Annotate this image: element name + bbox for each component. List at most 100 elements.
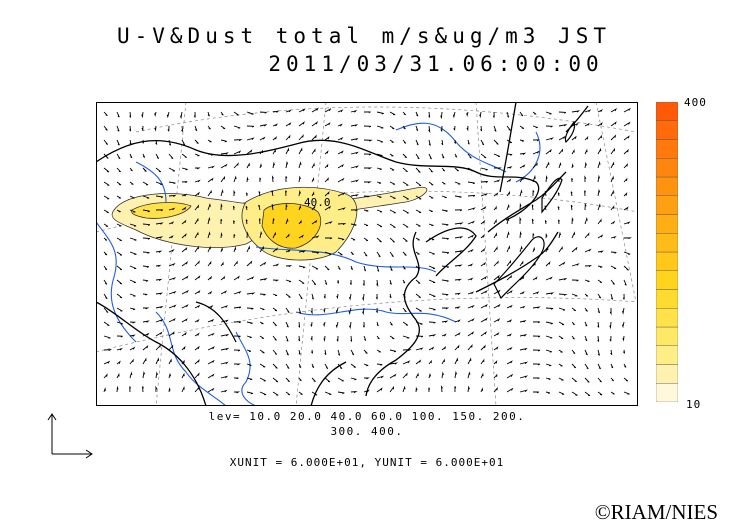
wind-arrow — [246, 391, 254, 395]
wind-arrow — [610, 363, 614, 369]
wind-arrow — [597, 134, 603, 141]
wind-arrow — [168, 194, 177, 197]
wind-arrow — [441, 358, 445, 365]
wind-arrow — [454, 386, 457, 393]
wind-arrow — [129, 223, 137, 227]
wind-arrow — [194, 358, 200, 365]
wind-arrow — [545, 292, 555, 295]
wind-arrow — [519, 139, 525, 142]
wind-arrow — [480, 181, 488, 183]
wind-arrow — [116, 125, 120, 132]
wind-arrow — [558, 177, 561, 183]
wind-arrow — [348, 293, 352, 301]
wind-arrow — [259, 349, 265, 354]
wind-arrow — [519, 361, 528, 365]
wind-arrow — [493, 205, 497, 211]
wind-arrow — [519, 245, 523, 253]
wind-arrow — [168, 276, 177, 281]
wind-arrow — [181, 125, 184, 132]
wind-arrow — [142, 344, 149, 351]
wind-arrow — [376, 387, 383, 393]
wind-arrow — [285, 176, 288, 183]
wind-arrow — [571, 307, 577, 312]
wind-arrow — [298, 234, 304, 239]
wind-arrow — [623, 206, 629, 211]
reference-vector-vertical — [47, 413, 57, 454]
wind-arrow — [207, 165, 215, 169]
wind-arrow — [440, 385, 443, 393]
wind-arrow — [168, 249, 175, 253]
wind-arrow — [389, 293, 392, 299]
wind-arrow — [506, 217, 510, 225]
wind-arrow — [610, 175, 614, 183]
wind-arrow — [571, 293, 578, 297]
wind-arrow — [558, 293, 568, 296]
wind-arrow — [363, 335, 367, 341]
wind-arrow — [116, 237, 122, 242]
wind-arrow — [506, 178, 512, 183]
wind-arrow — [272, 335, 277, 341]
wind-arrow — [402, 139, 407, 144]
wind-arrow — [571, 163, 574, 169]
wind-arrow — [467, 207, 476, 211]
wind-arrow — [324, 251, 332, 255]
wind-arrow — [116, 251, 123, 256]
colorbar-swatch — [656, 289, 678, 309]
wind-arrow — [389, 125, 395, 130]
wind-arrow — [623, 163, 628, 169]
wind-arrow — [272, 247, 278, 253]
wind-arrow — [493, 346, 499, 351]
wind-arrow — [610, 121, 617, 127]
wind-arrow — [415, 386, 418, 393]
wind-arrow — [272, 377, 279, 383]
wind-arrow — [467, 263, 474, 267]
wind-arrow — [610, 377, 615, 382]
wind-arrow — [103, 373, 108, 379]
wind-arrow — [181, 289, 189, 295]
wind-arrow — [597, 250, 604, 253]
wind-arrow — [142, 209, 150, 213]
wind-arrow — [493, 246, 498, 253]
wind-arrow — [428, 265, 436, 269]
wind-arrow — [350, 237, 356, 241]
wind-arrow — [363, 237, 369, 242]
wind-arrow — [428, 209, 433, 212]
wind-arrow — [285, 122, 292, 127]
wind-arrow — [285, 307, 290, 313]
wind-arrow — [480, 206, 487, 211]
wind-arrow — [129, 371, 133, 379]
wind-arrow — [324, 163, 329, 169]
wind-arrow — [337, 150, 344, 155]
wind-arrow — [220, 188, 224, 197]
wind-arrow — [336, 335, 339, 342]
wind-arrow — [466, 111, 469, 118]
wind-arrow — [428, 279, 436, 284]
wind-arrow — [337, 349, 341, 356]
wind-arrow — [362, 307, 365, 316]
wind-arrow — [363, 209, 369, 212]
wind-arrow — [234, 377, 239, 380]
wind-arrow — [155, 195, 164, 199]
wind-arrow — [116, 335, 123, 338]
wind-arrow — [545, 276, 553, 281]
wind-arrow — [233, 246, 237, 253]
wind-arrow — [362, 321, 365, 328]
wind-arrow — [493, 303, 501, 309]
wind-arrow — [337, 223, 347, 226]
wind-arrow — [363, 251, 368, 257]
wind-arrow — [324, 108, 332, 113]
wind-arrow — [311, 349, 314, 354]
wind-arrow — [558, 377, 564, 381]
wind-arrow — [402, 335, 410, 339]
wind-arrow — [285, 249, 291, 253]
wind-arrow — [258, 204, 261, 211]
wind-arrow — [519, 290, 525, 295]
wind-arrow — [532, 261, 536, 267]
wind-arrow — [285, 233, 290, 239]
wind-arrow — [402, 223, 409, 228]
wind-arrow — [233, 150, 242, 155]
wind-arrow — [129, 251, 137, 255]
wind-arrow — [207, 231, 211, 239]
wind-arrow — [584, 293, 589, 297]
wind-arrow — [519, 389, 528, 393]
